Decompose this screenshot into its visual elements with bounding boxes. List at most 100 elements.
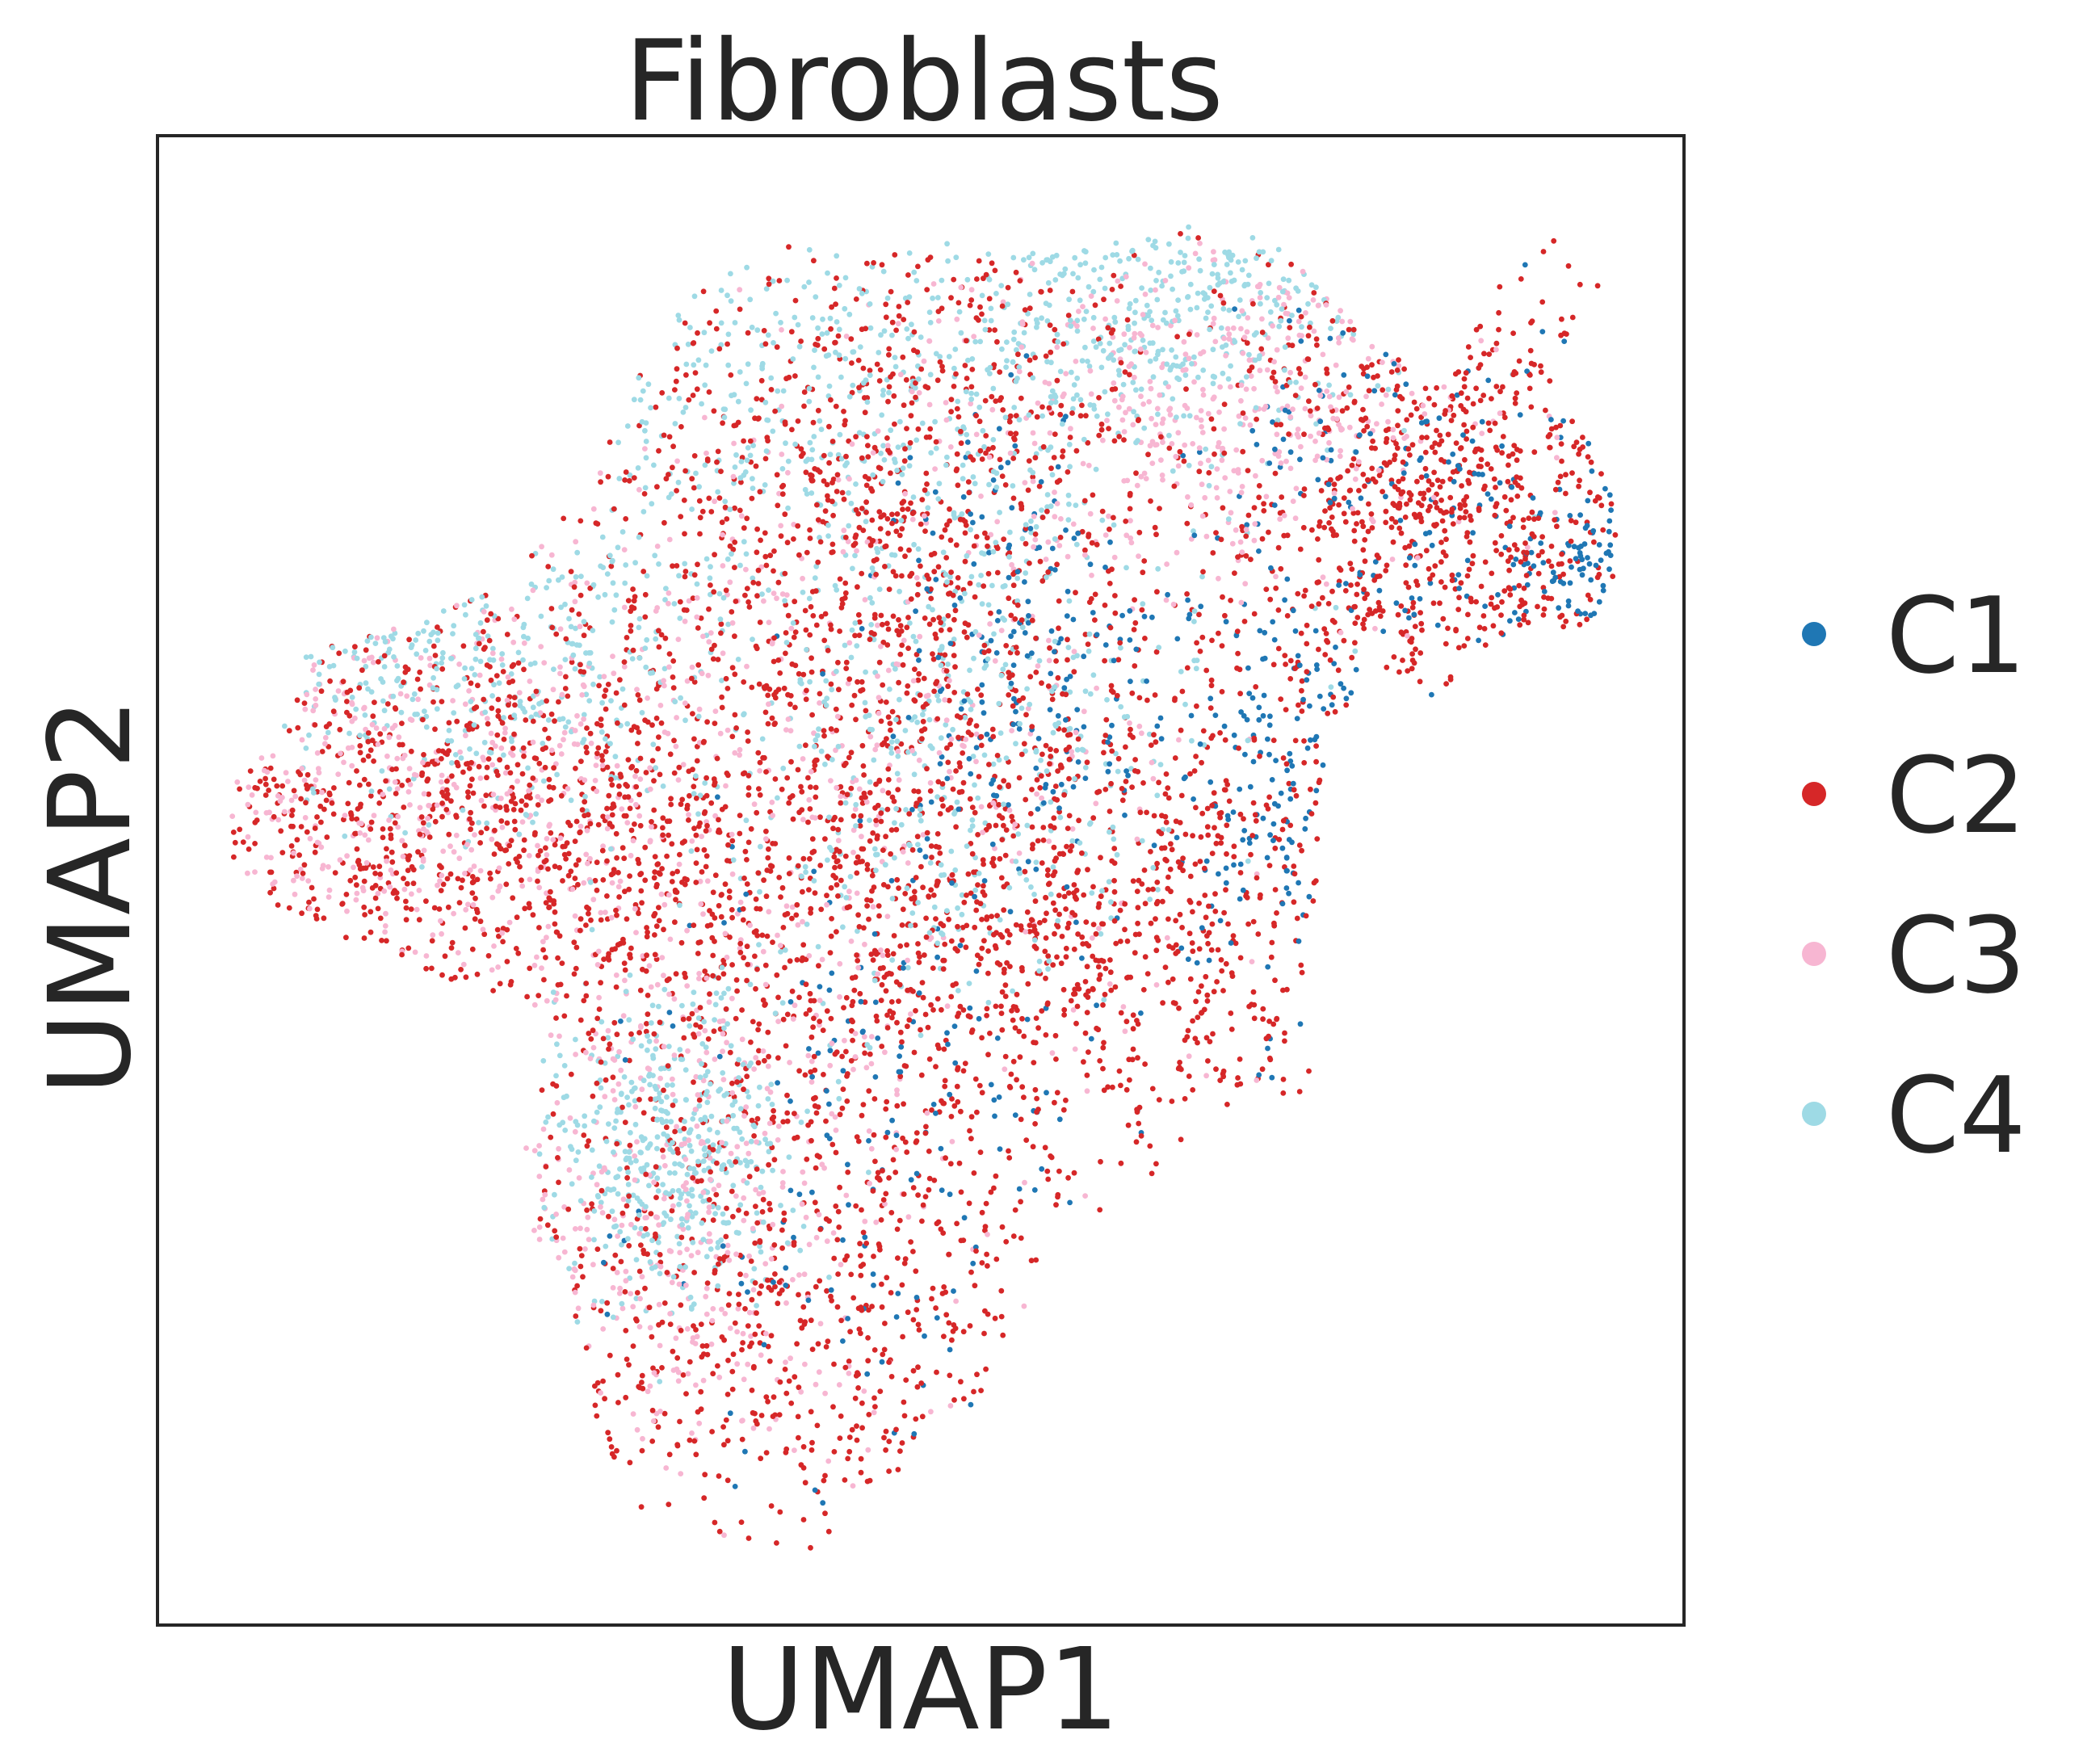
point-c2 [654,484,660,490]
point-c2 [336,650,342,657]
point-c2 [817,814,823,821]
point-c2 [937,359,943,365]
point-c4 [783,440,788,447]
point-c2 [950,1328,956,1334]
point-c2 [736,1301,742,1308]
point-c3 [753,1055,759,1060]
point-c2 [1492,540,1498,546]
point-c2 [701,1495,708,1502]
point-c2 [621,702,628,708]
point-c3 [1153,982,1160,988]
point-c1 [1270,821,1277,827]
point-c2 [1493,340,1500,346]
point-c3 [590,506,597,512]
point-c2 [445,904,451,910]
point-c4 [844,460,850,466]
point-c4 [933,445,939,452]
point-c2 [1030,1144,1036,1150]
point-c2 [909,846,916,853]
point-c2 [366,781,372,788]
point-c2 [1186,930,1193,937]
point-c2 [1598,502,1605,509]
point-c4 [439,655,446,662]
point-c2 [584,1143,590,1149]
point-c4 [979,292,985,299]
point-c2 [929,1107,934,1113]
point-c1 [721,920,727,926]
point-c2 [514,762,521,768]
point-c3 [462,701,468,708]
point-c2 [986,822,992,829]
point-c1 [1158,736,1165,742]
point-c2 [783,630,789,636]
point-c2 [468,826,473,833]
point-c4 [599,699,605,706]
point-c3 [561,737,566,743]
point-c2 [1107,808,1113,814]
point-c2 [583,993,590,999]
point-c4 [1299,324,1304,330]
point-c2 [314,906,321,913]
point-c2 [1261,501,1266,507]
point-c2 [778,533,784,540]
point-c2 [439,800,445,806]
point-c3 [988,531,994,538]
point-c4 [874,545,880,552]
point-c2 [504,632,510,637]
point-c3 [689,838,695,844]
point-c2 [758,1283,764,1289]
point-c2 [775,579,782,586]
point-c1 [973,968,980,974]
point-c2 [766,1161,771,1168]
point-c2 [906,547,912,553]
point-c2 [1251,735,1258,741]
point-c4 [656,561,661,567]
point-c2 [753,985,758,992]
point-c2 [1098,893,1104,900]
point-c2 [1551,237,1557,244]
point-c4 [1328,684,1334,690]
point-c2 [816,963,821,969]
point-c4 [590,681,596,687]
point-c4 [1138,386,1144,393]
point-c4 [608,846,614,852]
point-c2 [800,671,807,678]
point-c2 [725,842,731,848]
point-c3 [572,579,578,586]
point-c4 [846,490,851,496]
point-c2 [613,830,619,837]
point-c2 [1394,383,1401,389]
point-c4 [718,320,724,326]
point-c2 [357,750,363,756]
point-c2 [871,1132,877,1138]
point-c3 [1249,959,1255,964]
point-c4 [351,649,358,655]
point-c1 [1240,837,1246,843]
point-c4 [357,733,363,738]
point-c2 [1438,579,1444,585]
point-c1 [937,761,943,766]
point-c2 [1010,833,1017,839]
point-c3 [678,1471,684,1476]
point-c4 [619,529,626,535]
point-c4 [897,418,903,425]
point-c2 [1018,1235,1024,1241]
point-c2 [757,620,763,625]
point-c4 [661,666,668,672]
point-c3 [596,994,602,1001]
point-c2 [768,1503,775,1509]
point-c3 [733,1193,739,1199]
point-c4 [693,1170,699,1176]
point-c2 [1043,935,1049,941]
point-c4 [732,464,738,470]
point-c2 [655,1424,661,1430]
point-c2 [1558,441,1564,447]
point-c2 [420,820,426,826]
point-c4 [1242,282,1248,288]
point-c3 [1383,392,1389,398]
point-c3 [1256,284,1262,290]
point-c4 [959,911,965,918]
point-c2 [753,463,759,469]
point-c2 [813,1283,819,1290]
point-c4 [981,752,988,758]
